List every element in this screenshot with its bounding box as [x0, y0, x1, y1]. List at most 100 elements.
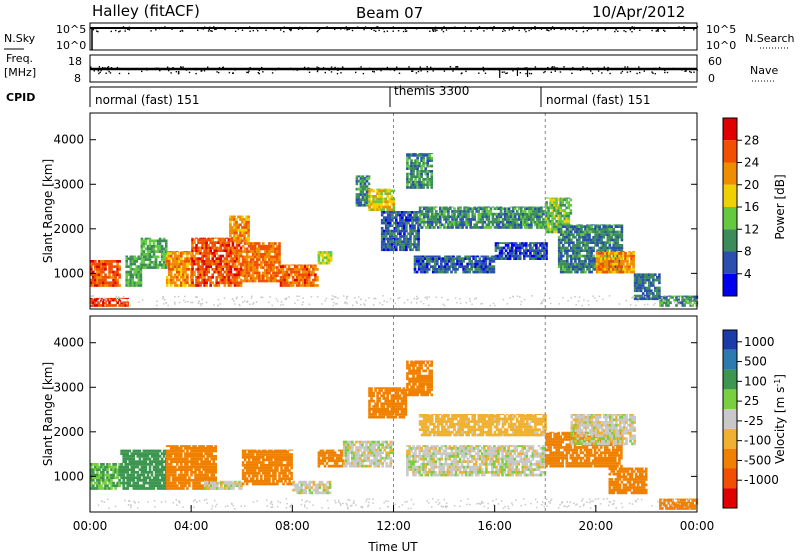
scatter-point: [347, 303, 349, 305]
freq-sample: [655, 73, 656, 74]
scatter-point: [156, 305, 158, 307]
freq-sample: [107, 69, 108, 70]
heatmap-cell: [145, 460, 148, 463]
scatter-point: [260, 297, 262, 299]
heatmap-cell: [493, 271, 496, 274]
heatmap-cell: [207, 244, 210, 247]
heatmap-cell: [412, 173, 415, 176]
heatmap-cell: [235, 221, 238, 224]
scatter-point: [637, 300, 639, 302]
freq-sample: [186, 69, 187, 70]
heatmap-cell: [149, 476, 152, 479]
heatmap-cell: [278, 248, 281, 251]
noise-sample: [548, 30, 549, 31]
scatter-point: [118, 297, 120, 299]
heatmap-cell: [149, 238, 152, 240]
heatmap-cell: [430, 183, 433, 186]
scatter-point: [102, 299, 104, 301]
heatmap-cell: [381, 214, 384, 217]
heatmap-cell: [430, 178, 433, 181]
scatter-point: [416, 296, 418, 298]
heatmap-cell: [238, 257, 241, 260]
freq-sample: [530, 69, 531, 70]
freq-sample: [173, 69, 174, 70]
noise-sample: [291, 27, 292, 28]
freq-sample: [485, 73, 486, 74]
freq-sample: [146, 68, 147, 69]
scatter-point: [277, 300, 279, 302]
heatmap-cell: [268, 253, 271, 256]
freq-sample: [119, 73, 120, 74]
heatmap-cell: [523, 257, 526, 260]
heatmap-cell: [451, 226, 454, 229]
heatmap-cell: [409, 240, 412, 243]
freq-sample: [290, 68, 291, 69]
scatter-point: [332, 295, 334, 297]
heatmap-cell: [125, 263, 128, 266]
scatter-point: [360, 304, 362, 306]
freq-sample: [316, 66, 317, 67]
noise-sample: [159, 28, 160, 29]
heatmap-cell: [525, 247, 528, 250]
heatmap-cell: [626, 260, 629, 263]
nsearch-tick-bottom: 10^0: [706, 39, 736, 52]
heatmap-cell: [207, 271, 210, 274]
heatmap-cell: [114, 276, 117, 279]
heatmap-cell: [592, 247, 595, 250]
freq-sample: [110, 72, 111, 73]
scatter-point: [596, 300, 598, 302]
heatmap-cell: [555, 201, 558, 204]
scatter-point: [233, 300, 235, 302]
heatmap-cell: [519, 255, 522, 258]
heatmap-cell: [580, 228, 583, 231]
heatmap-cell: [498, 224, 501, 227]
scatter-point: [379, 302, 381, 304]
heatmap-cell: [551, 212, 554, 215]
heatmap-cell: [247, 224, 250, 227]
heatmap-cell: [683, 304, 686, 307]
heatmap-cell: [258, 250, 261, 253]
cpid-label: CPID: [6, 91, 35, 104]
noise-sample: [340, 28, 341, 29]
heatmap-cell: [406, 175, 409, 178]
heatmap-cell: [428, 268, 431, 271]
heatmap-cell: [411, 222, 414, 225]
freq-sample: [158, 68, 159, 69]
heatmap-cell: [314, 265, 317, 266]
heatmap-cell: [608, 271, 611, 274]
heatmap-cell: [570, 228, 573, 231]
heatmap-cell: [640, 289, 643, 292]
heatmap-cell: [100, 484, 103, 487]
freq-sample: [287, 69, 288, 70]
heatmap-cell: [617, 239, 620, 242]
heatmap-cell: [96, 463, 99, 466]
freq-sample: [519, 69, 520, 70]
heatmap-cell: [114, 466, 117, 469]
colorbar-swatch: [723, 163, 737, 185]
heatmap-cell: [598, 225, 601, 228]
freq-sample: [622, 71, 623, 72]
heatmap-cell: [237, 226, 240, 229]
heatmap-cell: [139, 450, 142, 453]
heatmap-cell: [362, 191, 365, 194]
scatter-point: [202, 303, 204, 305]
noise-sample: [333, 28, 334, 29]
heatmap-cell: [143, 250, 146, 253]
heatmap-cell: [632, 263, 635, 266]
noise-sample: [424, 27, 425, 28]
scatter-point: [541, 301, 543, 303]
noise-sample: [204, 27, 205, 28]
scatter-point: [217, 305, 219, 307]
heatmap-cell: [570, 260, 573, 263]
freq-sample: [272, 69, 273, 70]
heatmap-cell: [488, 207, 491, 208]
heatmap-cell: [570, 199, 573, 202]
heatmap-cell: [473, 218, 476, 221]
heatmap-cell: [388, 192, 391, 195]
noise-sample: [214, 29, 215, 30]
heatmap-cell: [288, 265, 291, 268]
heatmap-cell: [366, 199, 369, 202]
heatmap-cell: [456, 268, 459, 271]
heatmap-cell: [140, 279, 143, 282]
